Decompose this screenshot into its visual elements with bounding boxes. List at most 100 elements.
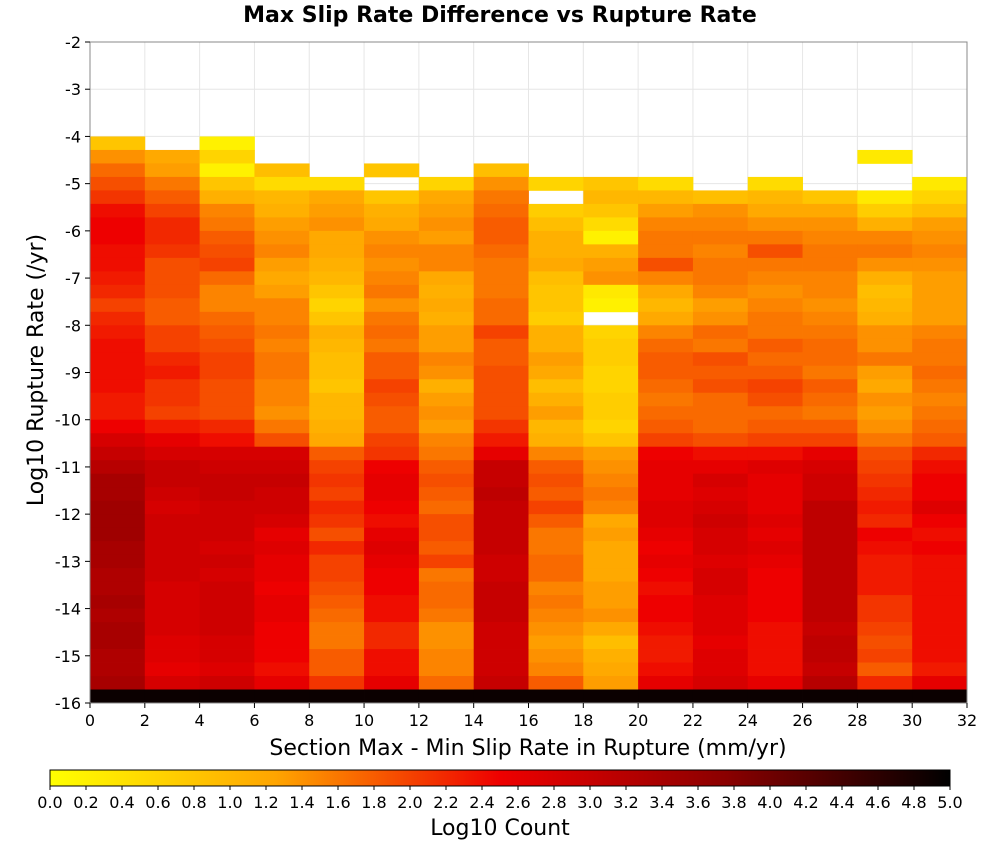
heatmap-cell <box>583 581 639 596</box>
y-tick-label: -11 <box>55 458 81 477</box>
x-tick-label: 32 <box>957 711 977 730</box>
heatmap-cell <box>199 257 255 272</box>
heatmap-cell <box>692 608 749 623</box>
heatmap-cell <box>638 203 694 218</box>
x-tick-label: 16 <box>518 711 538 730</box>
y-tick-label: -4 <box>65 127 81 146</box>
heatmap-cell <box>309 554 365 569</box>
heatmap-cell <box>747 500 803 515</box>
heatmap-cell <box>528 608 584 623</box>
heatmap-cell <box>638 257 694 272</box>
heatmap-cell <box>144 622 201 636</box>
heatmap-cell <box>583 622 639 636</box>
heatmap-cell <box>528 689 584 704</box>
heatmap-cell <box>638 311 694 326</box>
heatmap-cell <box>254 379 310 394</box>
heatmap-cell <box>144 676 201 690</box>
heatmap-cell <box>802 284 858 299</box>
heatmap-cell <box>802 230 858 245</box>
heatmap-cell <box>583 568 639 582</box>
heatmap-cell <box>802 298 858 313</box>
heatmap-cell <box>309 203 365 218</box>
heatmap-cell <box>199 446 255 461</box>
heatmap-cell <box>473 595 529 609</box>
heatmap-cell <box>747 338 803 353</box>
heatmap-cell <box>583 176 639 191</box>
heatmap-cell <box>528 338 584 353</box>
heatmap-cell <box>473 581 529 596</box>
colorbar-tick-label: 3.2 <box>613 793 638 812</box>
heatmap-cell <box>144 446 201 461</box>
heatmap-cell <box>638 244 694 259</box>
colorbar-tick-label: 0.0 <box>37 793 62 812</box>
heatmap-cell <box>638 338 694 353</box>
heatmap-cell <box>747 541 803 556</box>
heatmap-cell <box>802 541 858 556</box>
heatmap-cell <box>638 622 694 636</box>
heatmap-cell <box>199 244 255 259</box>
heatmap-cell <box>857 514 913 529</box>
heatmap-cell <box>473 446 529 461</box>
heatmap-cell <box>692 473 749 488</box>
heatmap-cell <box>912 298 968 313</box>
heatmap-cell <box>254 190 310 205</box>
heatmap-cell <box>802 433 858 448</box>
heatmap-cell <box>692 230 749 245</box>
heatmap-cell <box>528 365 584 380</box>
heatmap-cell <box>199 149 255 164</box>
heatmap-cell <box>144 527 201 542</box>
heatmap-cell <box>418 244 475 259</box>
heatmap-cell <box>90 581 146 596</box>
heatmap-cell <box>90 311 146 326</box>
heatmap-cell <box>309 622 365 636</box>
heatmap-cell <box>90 568 146 582</box>
heatmap-cell <box>692 433 749 448</box>
heatmap-cell <box>418 527 475 542</box>
heatmap-cell <box>473 365 529 380</box>
heatmap-cell <box>802 271 858 286</box>
heatmap-cell <box>802 622 858 636</box>
heatmap-cell <box>912 230 968 245</box>
heatmap-cell <box>912 284 968 299</box>
heatmap-cell <box>473 271 529 286</box>
heatmap-cell <box>90 203 146 218</box>
heatmap-cell <box>638 514 694 529</box>
heatmap-cell <box>90 473 146 488</box>
heatmap-cell <box>692 514 749 529</box>
heatmap-cell <box>90 271 146 286</box>
heatmap-cell <box>857 338 913 353</box>
heatmap-cell <box>199 527 255 542</box>
heatmap-cell <box>418 419 475 434</box>
heatmap-cell <box>747 635 803 650</box>
heatmap-cell <box>912 406 968 421</box>
heatmap-cell <box>857 473 913 488</box>
heatmap-cell <box>638 676 694 690</box>
heatmap-cell <box>199 230 255 245</box>
heatmap-cell <box>583 379 639 394</box>
heatmap-cell <box>364 676 420 690</box>
x-tick-label: 30 <box>902 711 922 730</box>
heatmap-cell <box>254 217 310 232</box>
heatmap-cell <box>583 392 639 407</box>
heatmap-cell <box>418 622 475 636</box>
heatmap-cell <box>528 271 584 286</box>
heatmap-cell <box>90 244 146 259</box>
y-tick-label: -15 <box>55 647 81 666</box>
heatmap-cell <box>802 419 858 434</box>
heatmap-cell <box>199 649 255 663</box>
heatmap-cell <box>638 568 694 582</box>
colorbar-tick-label: 0.8 <box>181 793 206 812</box>
heatmap-cell <box>364 217 420 232</box>
heatmap-cell <box>912 271 968 286</box>
heatmap-cell <box>583 352 639 367</box>
heatmap-cell <box>692 446 749 461</box>
heatmap-cell <box>364 230 420 245</box>
heatmap-cell <box>583 446 639 461</box>
heatmap-cell <box>692 217 749 232</box>
colorbar-tick-label: 1.8 <box>361 793 386 812</box>
heatmap-cell <box>144 541 201 556</box>
heatmap-cell <box>90 460 146 475</box>
heatmap-cell <box>199 473 255 488</box>
heatmap-cell <box>583 419 639 434</box>
heatmap-cell <box>528 419 584 434</box>
